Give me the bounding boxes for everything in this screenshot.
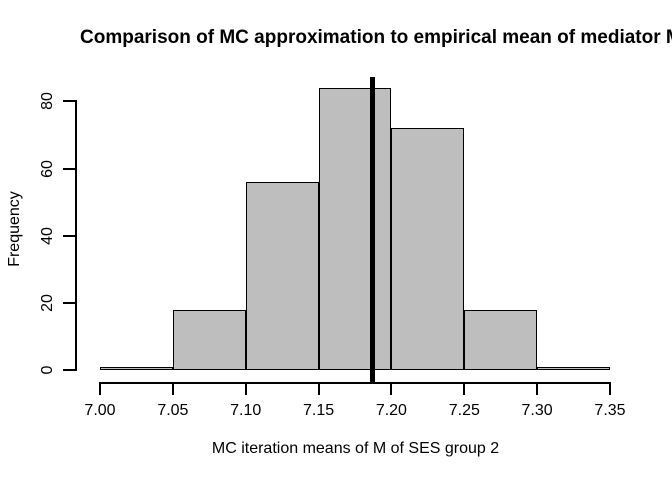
y-tick (63, 234, 77, 237)
x-tick (463, 382, 466, 395)
x-tick-label: 7.10 (230, 402, 262, 419)
x-tick (171, 382, 174, 395)
histogram-bar (100, 366, 173, 370)
histogram-bar (172, 309, 246, 370)
x-tick (390, 382, 393, 395)
x-tick (536, 382, 539, 395)
histogram-bar (391, 128, 465, 370)
y-tick (63, 100, 77, 103)
empirical-mean-line (370, 76, 375, 382)
x-tick-label: 7.30 (521, 402, 553, 419)
histogram-bar (318, 88, 392, 370)
y-tick (63, 301, 77, 304)
x-tick-label: 7.25 (448, 402, 480, 419)
x-axis-title: MC iteration means of M of SES group 2 (211, 440, 500, 457)
x-tick-label: 7.20 (375, 402, 407, 419)
x-tick-label: 7.05 (157, 402, 189, 419)
histogram-bar (464, 309, 538, 370)
y-tick-label: 0 (39, 365, 56, 375)
y-tick-label: 60 (39, 159, 56, 178)
y-axis-title: Frequency (6, 191, 23, 267)
y-tick (63, 167, 77, 170)
x-tick-label: 7.35 (594, 402, 626, 419)
x-tick (609, 382, 611, 395)
y-tick-label: 40 (39, 226, 56, 245)
y-tick (63, 369, 77, 371)
histogram-bar (245, 182, 319, 370)
x-axis-line (99, 382, 611, 384)
x-tick-label: 7.15 (303, 402, 335, 419)
histogram-bar (537, 366, 610, 370)
y-tick-label: 80 (39, 92, 56, 111)
x-tick (99, 382, 101, 395)
x-tick (317, 382, 320, 395)
x-tick-label: 7.00 (84, 402, 116, 419)
y-tick-label: 20 (39, 294, 56, 312)
x-tick (244, 382, 247, 395)
chart-title: Comparison of MC approximation to empiri… (80, 27, 672, 48)
